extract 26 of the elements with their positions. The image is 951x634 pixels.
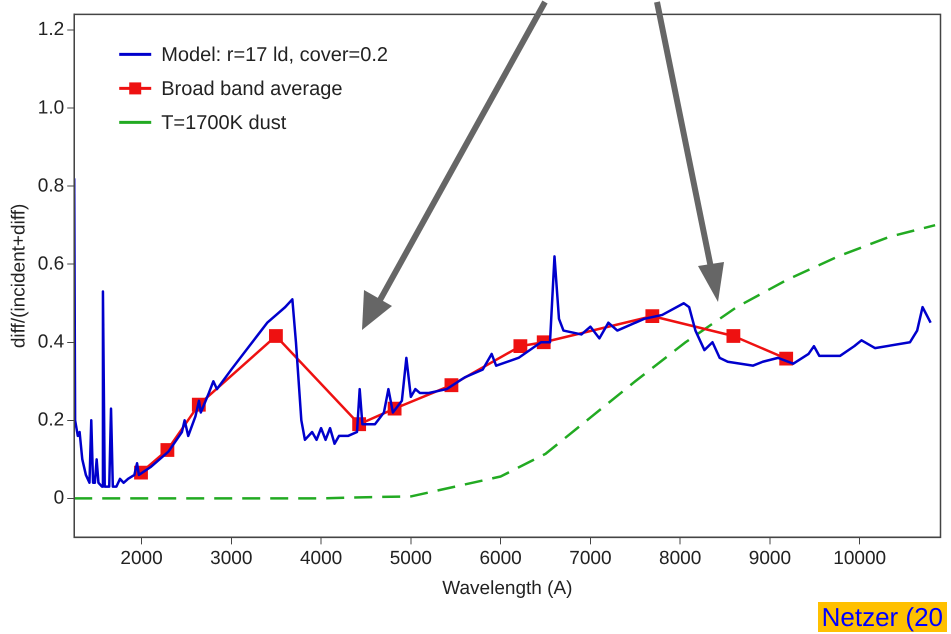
y-tick-label: 0.2 xyxy=(38,410,64,431)
legend-label: Model: r=17 ld, cover=0.2 xyxy=(161,44,388,66)
x-tick-label: 7000 xyxy=(569,548,612,570)
point xyxy=(513,339,528,354)
y-tick-label: 1.2 xyxy=(38,19,64,40)
x-tick-label: 6000 xyxy=(479,548,522,570)
y-tick-label: 0 xyxy=(54,488,64,509)
x-axis-title: Wavelength (A) xyxy=(442,578,572,599)
y-tick-label: 0.6 xyxy=(38,253,64,274)
x-tick-label: 10000 xyxy=(833,548,886,570)
x-tick-label: 8000 xyxy=(659,548,702,570)
x-tick-label: 5000 xyxy=(390,548,432,570)
text: Netzer (20 xyxy=(818,602,947,632)
x-tick-label: 2000 xyxy=(120,548,163,570)
x-tick-label: 9000 xyxy=(748,548,792,570)
point xyxy=(269,329,283,343)
y-tick-label: 0.4 xyxy=(38,331,65,352)
x-tick-label: 3000 xyxy=(210,548,252,570)
line-series xyxy=(74,224,936,500)
legend-label: T=1700K dust xyxy=(161,112,287,134)
y-tick-label: 1.0 xyxy=(38,97,64,118)
y-tick-label: 0.8 xyxy=(38,175,64,196)
x-tick-label: 4000 xyxy=(300,548,342,570)
legend-label: Broad band average xyxy=(161,78,342,100)
point xyxy=(726,329,740,343)
y-axis-title: diff/(incident+diff) xyxy=(8,204,30,348)
